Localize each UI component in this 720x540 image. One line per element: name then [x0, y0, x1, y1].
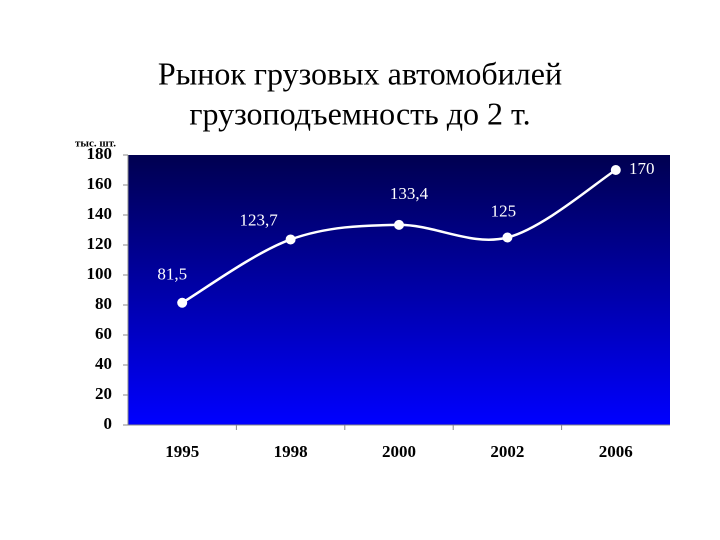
y-tick-label: 180: [87, 144, 113, 163]
chart-title: Рынок грузовых автомобилей: [158, 55, 562, 91]
y-tick-label: 40: [95, 354, 112, 373]
data-label: 125: [491, 201, 517, 220]
data-label: 133,4: [390, 184, 429, 203]
x-tick-label: 1998: [274, 442, 308, 461]
y-tick-label: 120: [87, 234, 113, 253]
y-tick-label: 100: [87, 264, 113, 283]
marker: [610, 165, 621, 175]
y-tick-label: 140: [87, 204, 113, 223]
y-tick-label: 80: [95, 294, 112, 313]
x-tick-label: 2006: [599, 442, 633, 461]
y-tick-label: 160: [87, 174, 113, 193]
y-tick-label: 20: [95, 384, 112, 403]
data-label: 170: [629, 159, 655, 178]
chart-title: грузоподъемность до 2 т.: [189, 95, 530, 131]
marker: [177, 297, 188, 308]
marker: [502, 232, 513, 243]
data-label: 81,5: [157, 265, 187, 284]
y-tick-label: 0: [104, 414, 113, 433]
x-tick-label: 1995: [165, 442, 199, 461]
y-tick-label: 60: [95, 324, 112, 343]
marker: [285, 234, 296, 245]
marker: [394, 219, 404, 230]
x-tick-label: 2000: [382, 442, 416, 461]
y-axis-label: тыс. шт.: [75, 138, 116, 150]
plot-area: [128, 155, 670, 425]
x-tick-label: 2002: [490, 442, 524, 461]
data-label: 123,7: [239, 210, 278, 229]
